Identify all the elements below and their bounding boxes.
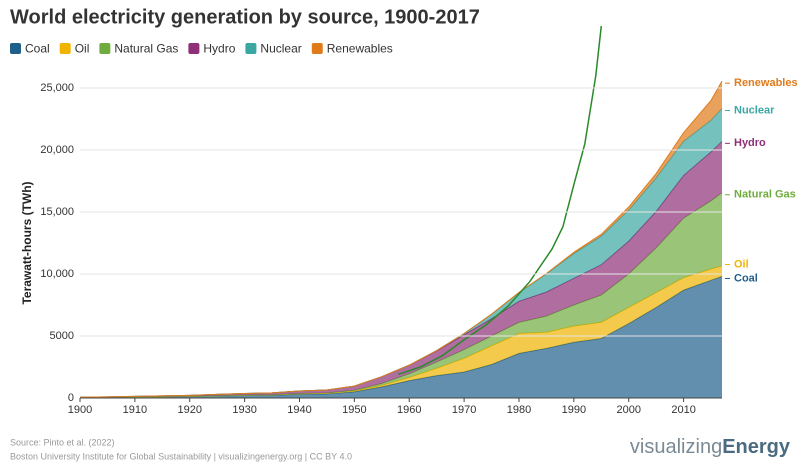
- y-axis-label: Terawatt-hours (TWh): [20, 181, 34, 304]
- series-label: Nuclear: [734, 104, 775, 116]
- x-tick-label: 2010: [671, 404, 695, 416]
- y-tick-label: 5000: [50, 330, 74, 342]
- x-tick-label: 2000: [616, 404, 640, 416]
- source: Source: Pinto et al. (2022): [10, 437, 115, 447]
- x-tick-label: 1970: [452, 404, 476, 416]
- plot-area: [80, 25, 723, 398]
- y-tick-label: 10,000: [40, 268, 74, 280]
- x-tick-label: 1990: [562, 404, 586, 416]
- legend-swatch: [311, 43, 323, 54]
- series-label: Renewables: [734, 77, 798, 89]
- x-tick-label: 1950: [342, 404, 366, 416]
- series-label: Hydro: [734, 137, 766, 149]
- legend-label: Oil: [75, 42, 90, 56]
- x-tick-label: 1940: [287, 404, 311, 416]
- legend-label: Nuclear: [260, 42, 301, 56]
- x-tick-label: 1960: [397, 404, 421, 416]
- legend-label: Hydro: [203, 42, 235, 56]
- logo-light: visualizing: [630, 436, 722, 458]
- legend-label: Coal: [25, 42, 50, 56]
- y-tick-label: 25,000: [40, 82, 74, 94]
- x-tick-label: 1910: [123, 404, 147, 416]
- series-label: Natural Gas: [734, 189, 796, 201]
- trend-line: [398, 25, 603, 376]
- area-edge: [80, 80, 723, 398]
- legend-swatch: [99, 43, 111, 54]
- logo: visualizingEnergy: [630, 436, 791, 458]
- x-tick-label: 1980: [507, 404, 531, 416]
- legend-label: Renewables: [327, 42, 393, 56]
- area: [80, 141, 722, 398]
- legend-swatch: [245, 43, 257, 54]
- x-tick-label: 1930: [232, 404, 256, 416]
- x-tick-label: 1920: [178, 404, 202, 416]
- chart-title: World electricity generation by source, …: [10, 6, 480, 28]
- y-tick-label: 20,000: [40, 144, 74, 156]
- legend-swatch: [10, 43, 21, 54]
- legend-swatch: [188, 43, 200, 54]
- logo-bold: Energy: [722, 436, 791, 458]
- credit: Boston University Institute for Global S…: [10, 451, 352, 461]
- area: [80, 265, 722, 398]
- series-label: Oil: [734, 258, 749, 270]
- y-tick-label: 15,000: [40, 206, 74, 218]
- legend-label: Natural Gas: [114, 42, 178, 56]
- area: [80, 108, 722, 398]
- y-tick-label: 0: [68, 392, 74, 404]
- legend-swatch: [59, 43, 71, 54]
- area: [80, 276, 722, 398]
- series-label: Coal: [734, 272, 758, 284]
- x-tick-label: 1900: [68, 404, 92, 416]
